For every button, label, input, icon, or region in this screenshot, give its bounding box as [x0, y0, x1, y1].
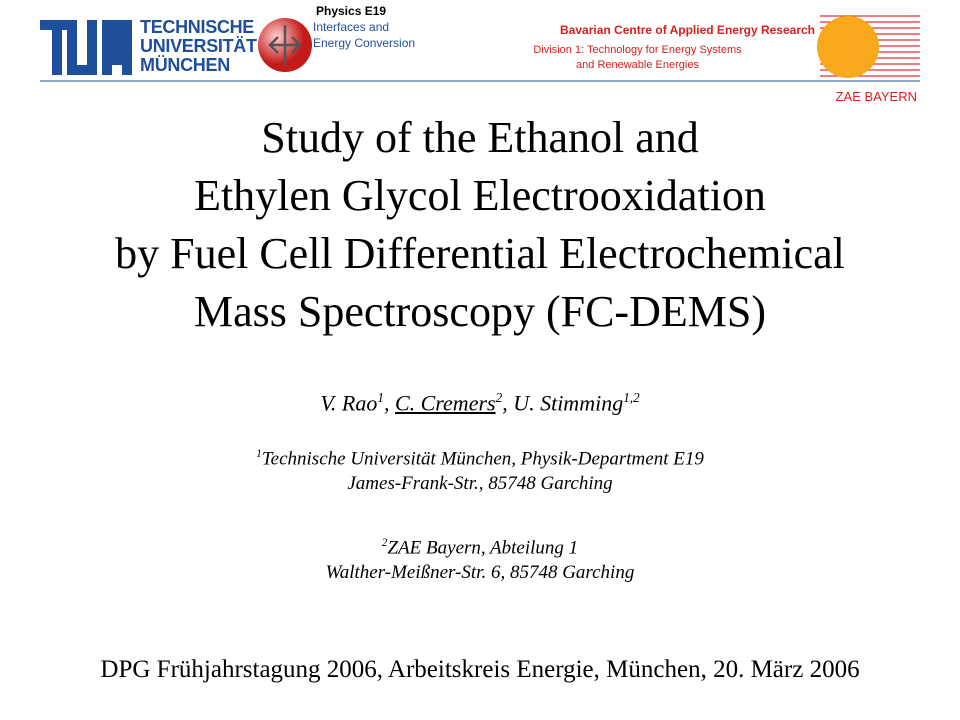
affiliation-text: Walther-Meißner-Str. 6, 85748 Garching: [325, 562, 635, 583]
chair-line: Interfaces and: [313, 20, 390, 34]
header-graphics: [40, 15, 920, 82]
author-separator: ,: [502, 390, 514, 416]
tum-name: UNIVERSITÄT: [140, 36, 257, 56]
affiliation-line: 2ZAE Bayern, Abteilung 1: [0, 537, 960, 559]
tum-name: MÜNCHEN: [140, 55, 230, 75]
affiliation-line: 1Technische Universität München, Physik-…: [0, 448, 960, 470]
title-line: Ethylen Glycol Electrooxidation: [194, 171, 766, 220]
author-name: U. Stimming: [513, 390, 624, 416]
affiliation-line: James-Frank-Str., 85748 Garching: [0, 473, 960, 495]
affiliation-text: ZAE Bayern, Abteilung 1: [387, 537, 579, 559]
chair-name: Physics E19: [316, 4, 387, 18]
zae-division: Division 1: Technology for Energy System…: [533, 44, 742, 56]
affiliation-text: James-Frank-Str., 85748 Garching: [347, 473, 613, 494]
zae-short: ZAE BAYERN: [835, 89, 917, 104]
author-affiliation: 1: [377, 390, 384, 405]
zae-division: and Renewable Energies: [576, 59, 699, 71]
affiliation-text: Technische Universität München, Physik-D…: [261, 448, 704, 470]
author-name: V. Rao: [320, 390, 378, 416]
zae-sun: [817, 16, 879, 78]
tum-logo: [40, 20, 132, 75]
authors: V. Rao1, C. Cremers2, U. Stimming1,2: [0, 390, 960, 416]
tum-name: TECHNISCHE: [140, 17, 255, 37]
affiliation-mark: 2: [381, 537, 388, 549]
title-line: Mass Spectroscopy (FC-DEMS): [194, 287, 766, 336]
footer: DPG Frühjahrstagung 2006, Arbeitskreis E…: [100, 656, 860, 683]
author-affiliation: 1,2: [623, 390, 640, 405]
author-separator: ,: [383, 390, 395, 416]
affiliation-line: Walther-Meißner-Str. 6, 85748 Garching: [0, 562, 960, 584]
author-name: C. Cremers: [394, 390, 496, 416]
chair-line: Energy Conversion: [313, 36, 416, 50]
zae-name: Bavarian Centre of Applied Energy Resear…: [560, 23, 815, 37]
title-line: Study of the Ethanol and: [261, 113, 699, 162]
author-affiliation: 2: [495, 390, 503, 405]
affiliation-mark: 1: [256, 448, 262, 460]
title-line: by Fuel Cell Differential Electrochemica…: [115, 229, 845, 278]
